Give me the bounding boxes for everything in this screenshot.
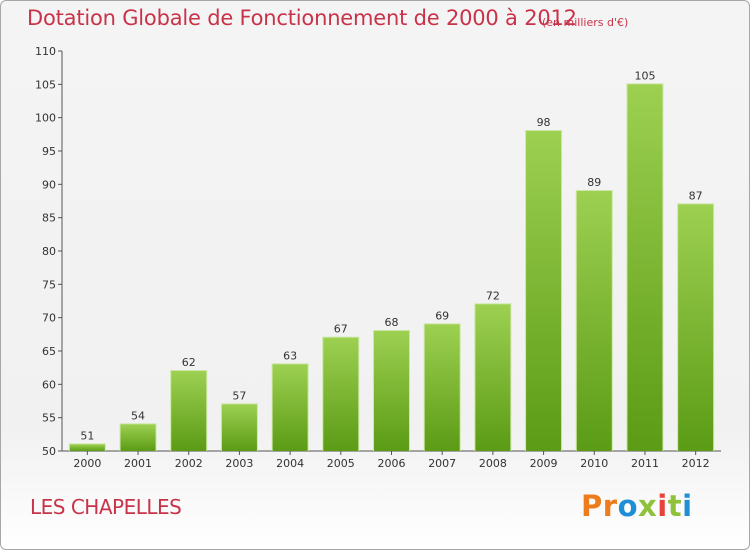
data-labels: 51 54 62 57 63 67 68 69 72 98 89 105 87 bbox=[80, 69, 702, 442]
bar bbox=[221, 404, 257, 451]
data-label: 89 bbox=[587, 176, 601, 189]
bar bbox=[323, 337, 359, 451]
x-axis: 2000 2001 2002 2003 2004 2005 2006 2007 2008 2009… bbox=[62, 450, 721, 470]
y-axis: 50 55 60 65 70 75 80 85 90 95 100 105 110 bbox=[35, 45, 63, 458]
logo-letter: P bbox=[581, 489, 603, 523]
x-tick-label: 2006 bbox=[378, 457, 406, 470]
y-tick-label: 95 bbox=[42, 145, 56, 158]
bar bbox=[69, 444, 105, 451]
x-tick-label: 2012 bbox=[682, 457, 710, 470]
bar bbox=[526, 131, 562, 451]
logo-letter: r bbox=[602, 489, 618, 523]
y-tick-label: 110 bbox=[35, 45, 56, 58]
logo-letter: o bbox=[617, 489, 639, 523]
commune-name: LES CHAPELLES bbox=[30, 495, 182, 519]
x-tick-label: 2008 bbox=[479, 457, 507, 470]
x-tick-label: 2007 bbox=[428, 457, 456, 470]
proxiti-logo: Proxiti bbox=[581, 489, 693, 523]
y-tick-label: 80 bbox=[42, 245, 56, 258]
bar bbox=[272, 364, 308, 451]
x-tick-label: 2010 bbox=[580, 457, 608, 470]
data-label: 105 bbox=[634, 69, 655, 82]
y-tick-label: 105 bbox=[35, 78, 56, 91]
data-label: 69 bbox=[435, 309, 449, 322]
data-label: 63 bbox=[283, 349, 297, 362]
data-label: 54 bbox=[131, 409, 145, 422]
logo-letter: x bbox=[638, 489, 658, 523]
data-label: 72 bbox=[486, 289, 500, 302]
bars bbox=[68, 83, 715, 451]
logo-letter: i bbox=[657, 489, 668, 523]
x-tick-label: 2002 bbox=[175, 457, 203, 470]
y-tick-label: 60 bbox=[42, 378, 56, 391]
x-tick-label: 2011 bbox=[631, 457, 659, 470]
y-tick-label: 85 bbox=[42, 212, 56, 225]
bar bbox=[424, 324, 460, 451]
chart-title: Dotation Globale de Fonctionnement de 20… bbox=[27, 6, 577, 30]
data-label: 62 bbox=[182, 356, 196, 369]
data-label: 87 bbox=[689, 189, 703, 202]
x-tick-label: 2000 bbox=[73, 457, 101, 470]
x-tick-label: 2005 bbox=[327, 457, 355, 470]
data-label: 67 bbox=[334, 323, 348, 336]
y-tick-label: 65 bbox=[42, 345, 56, 358]
bar bbox=[374, 331, 409, 451]
x-tick-label: 2004 bbox=[276, 457, 304, 470]
unit-label: (en milliers d'€) bbox=[542, 16, 629, 29]
y-tick-label: 75 bbox=[42, 278, 56, 291]
y-tick-label: 100 bbox=[35, 112, 56, 125]
logo-letter: t bbox=[667, 489, 683, 523]
x-tick-label: 2001 bbox=[124, 457, 152, 470]
y-tick-label: 50 bbox=[42, 445, 56, 458]
bar bbox=[678, 204, 714, 451]
data-label: 68 bbox=[385, 316, 399, 329]
logo-letter: i bbox=[682, 489, 693, 523]
x-tick-label: 2009 bbox=[530, 457, 558, 470]
bar bbox=[475, 304, 511, 451]
y-tick-label: 90 bbox=[42, 178, 56, 191]
y-tick-label: 55 bbox=[42, 412, 56, 425]
bar bbox=[171, 371, 207, 451]
data-label: 98 bbox=[537, 116, 551, 129]
bar bbox=[576, 191, 612, 451]
x-tick-label: 2003 bbox=[225, 457, 253, 470]
data-label: 51 bbox=[80, 429, 94, 442]
bar bbox=[627, 84, 663, 451]
data-label: 57 bbox=[232, 389, 246, 402]
y-tick-label: 70 bbox=[42, 312, 56, 325]
bar bbox=[120, 424, 156, 451]
